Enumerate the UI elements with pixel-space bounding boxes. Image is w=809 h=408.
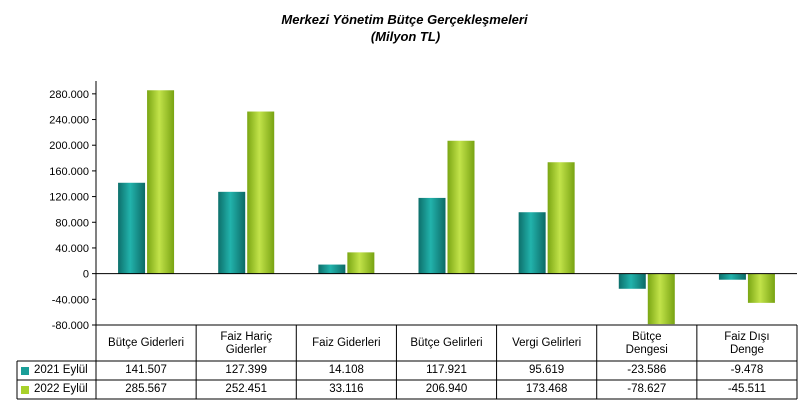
bar-2022-1 [247, 111, 275, 274]
legend-label: 2022 Eylül [34, 383, 88, 395]
bar-2021-0 [118, 182, 146, 274]
legend-2021: 2021 Eylül [17, 361, 96, 380]
x-category-label: Faiz Giderleri [312, 337, 381, 349]
bar-2021-5 [618, 273, 646, 289]
y-tick-label: 0 [83, 269, 89, 281]
bar-2021-4 [518, 212, 546, 274]
x-category-label: Bütçe Giderleri [108, 337, 185, 349]
bar-2022-3 [447, 140, 475, 274]
x-category-label: Faiz Hariç Giderler [220, 330, 273, 356]
legend-2022: 2022 Eylül [17, 380, 96, 399]
bar-2022-5 [647, 273, 675, 325]
bar-2021-1 [218, 191, 246, 274]
x-category-label: Vergi Gelirleri [512, 337, 582, 349]
chart-subtitle: (Milyon TL) [370, 29, 441, 44]
y-tick-label: 280.000 [49, 89, 89, 101]
data-label: 173.468 [525, 383, 568, 395]
legend-swatch [21, 385, 29, 394]
bar-2021-3 [418, 197, 446, 274]
y-tick-label: 160.000 [49, 166, 89, 178]
data-label: 127.399 [225, 364, 267, 376]
y-tick-label: 200.000 [49, 140, 89, 152]
data-label: 141.507 [125, 364, 167, 376]
bar-2022-2 [347, 252, 375, 274]
legend-label: 2021 Eylül [34, 364, 88, 376]
y-tick-label: -80.000 [52, 320, 89, 332]
data-label: 14.108 [328, 364, 364, 376]
data-label: 206.940 [425, 383, 468, 395]
y-tick-label: 40.000 [55, 243, 89, 255]
y-tick-label: 120.000 [49, 192, 89, 204]
y-tick-label: 240.000 [49, 115, 89, 127]
chart-title: Merkezi Yönetim Bütçe Gerçekleşmeleri [281, 12, 528, 27]
data-label: 252.451 [225, 383, 267, 395]
y-tick-label: -40.000 [52, 294, 89, 306]
x-category-label: Bütçe Gelirleri [410, 337, 483, 349]
data-label: -45.511 [727, 383, 766, 395]
bar-2021-6 [718, 273, 746, 280]
bar-2022-6 [747, 273, 775, 303]
data-label: 95.619 [529, 364, 565, 376]
data-label: 117.921 [426, 364, 467, 376]
x-category-label: Faiz Dışı Denge [724, 330, 770, 356]
bar-2021-2 [318, 264, 346, 274]
data-label: -78.627 [627, 383, 667, 395]
x-category-label: Bütçe Dengesi [625, 330, 668, 356]
data-label: 33.116 [329, 383, 364, 395]
bar-2022-4 [547, 162, 575, 274]
y-tick-label: 80.000 [55, 217, 89, 229]
data-label: -9.478 [730, 364, 764, 376]
data-label: -23.586 [627, 364, 667, 376]
legend-swatch [21, 366, 29, 375]
bar-2022-0 [147, 90, 175, 274]
data-label: 285.567 [125, 383, 167, 395]
